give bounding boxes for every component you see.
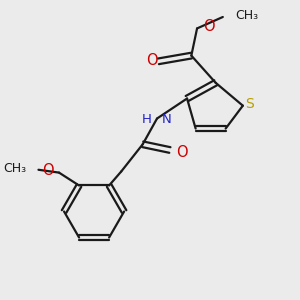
Text: S: S [245, 97, 254, 111]
Text: CH₃: CH₃ [3, 162, 26, 176]
Text: O: O [42, 163, 54, 178]
Text: H: H [142, 113, 152, 127]
Text: N: N [161, 113, 171, 127]
Text: O: O [146, 53, 158, 68]
Text: O: O [176, 145, 188, 160]
Text: CH₃: CH₃ [235, 9, 258, 22]
Text: O: O [203, 19, 215, 34]
